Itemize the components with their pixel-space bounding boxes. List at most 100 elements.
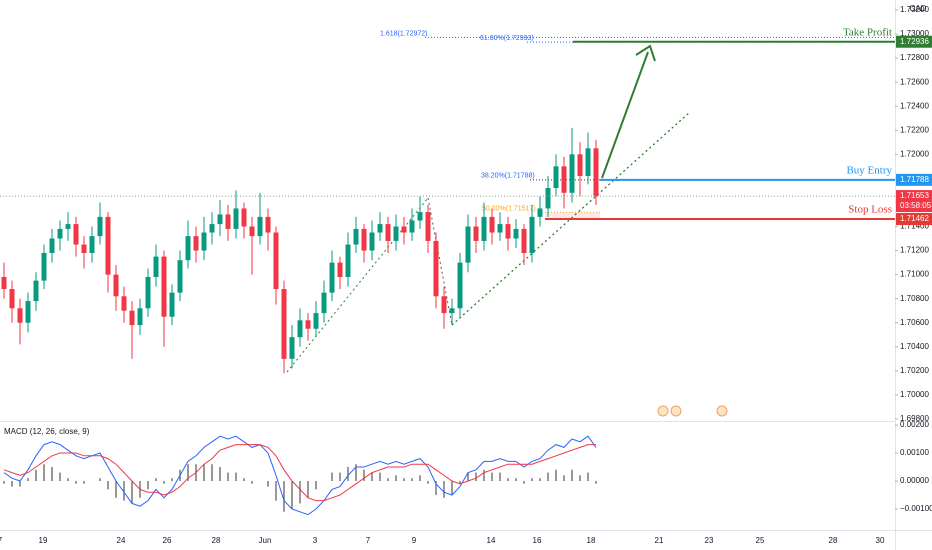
candle-body bbox=[409, 220, 415, 233]
y-tick-label: 1.72200 bbox=[900, 125, 929, 134]
arrow-head bbox=[635, 44, 656, 62]
indicator-label: MACD (12, 26, close, 9) bbox=[4, 427, 90, 436]
x-tick-label: 14 bbox=[487, 536, 496, 545]
candle-body bbox=[225, 214, 231, 229]
candle-body bbox=[145, 277, 151, 309]
candle-body bbox=[465, 226, 471, 263]
arrow bbox=[601, 51, 649, 179]
candle-body bbox=[385, 224, 391, 241]
y-tick-label: 1.72000 bbox=[900, 149, 929, 158]
candle-body bbox=[593, 148, 599, 197]
candle-body bbox=[121, 296, 127, 311]
current-price-label: 1.71653 bbox=[900, 191, 929, 200]
y-tick-label: 1.69800 bbox=[900, 414, 929, 423]
candle-body bbox=[193, 236, 199, 251]
candle-body bbox=[377, 224, 383, 233]
y-tick-label: 0.00200 bbox=[900, 420, 929, 429]
level-name: Stop Loss bbox=[848, 204, 892, 216]
x-tick-label: 3 bbox=[313, 536, 318, 545]
candle-body bbox=[305, 320, 311, 329]
candle-body bbox=[321, 292, 327, 314]
x-tick-label: 9 bbox=[412, 536, 417, 545]
candle-body bbox=[105, 216, 111, 275]
level-box bbox=[896, 213, 932, 226]
y-tick-label: 0.00000 bbox=[900, 476, 929, 485]
candle-body bbox=[433, 240, 439, 297]
level-value: 1.71788 bbox=[900, 175, 929, 184]
fib-label: 38.20%(1.71788) bbox=[481, 173, 535, 180]
y-tick-label: 1.72400 bbox=[900, 101, 929, 110]
y-tick-label: 1.72800 bbox=[900, 53, 929, 62]
x-tick-label: 18 bbox=[587, 536, 596, 545]
level-box bbox=[896, 173, 932, 186]
macd-line bbox=[3, 435, 597, 516]
candle-body bbox=[401, 226, 407, 233]
x-tick-label: 26 bbox=[163, 536, 172, 545]
x-tick-label: 21 bbox=[655, 536, 664, 545]
candle-body bbox=[169, 292, 175, 317]
candle-body bbox=[449, 308, 455, 314]
candle-body bbox=[129, 310, 135, 326]
candle-body bbox=[345, 244, 351, 278]
x-tick-label: 25 bbox=[756, 536, 765, 545]
candle-body bbox=[257, 216, 263, 237]
candle-body bbox=[441, 296, 447, 314]
candle-body bbox=[241, 208, 247, 227]
candle-body bbox=[585, 148, 591, 176]
candle-body bbox=[209, 224, 215, 233]
candle-body bbox=[17, 308, 23, 323]
candle-body bbox=[73, 224, 79, 245]
candle-body bbox=[537, 208, 543, 217]
candle-body bbox=[489, 216, 495, 233]
candle-body bbox=[57, 228, 63, 239]
x-tick-label: 7 bbox=[366, 536, 371, 545]
x-tick-label: 19 bbox=[39, 536, 48, 545]
candle-body bbox=[393, 226, 399, 241]
currency: CAD bbox=[910, 4, 927, 13]
fib-label: 1.618(1.72972) bbox=[380, 30, 427, 37]
candle-body bbox=[233, 208, 239, 229]
candle-body bbox=[297, 320, 303, 338]
candle-body bbox=[577, 154, 583, 176]
candle-body bbox=[137, 308, 143, 326]
y-tick-label: 1.73000 bbox=[900, 29, 929, 38]
event-icon bbox=[670, 405, 682, 417]
candle-body bbox=[569, 154, 575, 193]
candle-body bbox=[521, 228, 527, 253]
x-tick-label: 24 bbox=[117, 536, 126, 545]
candle-body bbox=[97, 216, 103, 237]
y-tick-label: 1.71000 bbox=[900, 270, 929, 279]
fib-label: 50.00%(1.71517) bbox=[482, 205, 536, 212]
candle-body bbox=[513, 228, 519, 239]
candle-body bbox=[41, 252, 47, 281]
y-tick-label: 1.71400 bbox=[900, 222, 929, 231]
candle-body bbox=[9, 289, 15, 309]
x-tick-label: 28 bbox=[212, 536, 221, 545]
x-tick-label: 28 bbox=[829, 536, 838, 545]
candle-body bbox=[289, 337, 295, 359]
candle-body bbox=[201, 232, 207, 251]
candle-body bbox=[281, 289, 287, 359]
y-tick-label: −0.00100 bbox=[900, 504, 932, 513]
macd-line bbox=[3, 444, 596, 502]
trend-line bbox=[451, 111, 691, 326]
fib-anchor-line bbox=[427, 197, 453, 326]
candle-body bbox=[505, 224, 511, 239]
y-tick-label: 1.72600 bbox=[900, 77, 929, 86]
candle-body bbox=[313, 313, 319, 329]
x-tick-label: 30 bbox=[876, 536, 885, 545]
candle-body bbox=[417, 212, 423, 221]
candle-body bbox=[361, 228, 367, 251]
candle-body bbox=[113, 274, 119, 297]
candle-body bbox=[473, 226, 479, 241]
price-box bbox=[896, 190, 932, 213]
stop-zone bbox=[545, 212, 600, 220]
x-tick-label: Jun bbox=[259, 536, 272, 545]
y-tick-label: 1.70800 bbox=[900, 294, 929, 303]
candle-body bbox=[337, 262, 343, 278]
y-tick-label: 1.70200 bbox=[900, 366, 929, 375]
candle-body bbox=[273, 232, 279, 290]
candle-body bbox=[25, 301, 31, 323]
fib-label: 61.80%(1.72933) bbox=[480, 35, 534, 42]
y-tick-label: 1.71200 bbox=[900, 246, 929, 255]
